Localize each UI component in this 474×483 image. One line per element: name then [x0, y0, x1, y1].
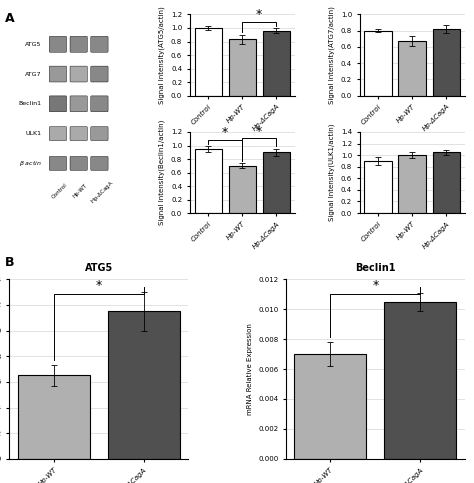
Title: Beclin1: Beclin1 — [355, 263, 395, 273]
FancyBboxPatch shape — [91, 96, 108, 112]
Y-axis label: mRNA Relative Expression: mRNA Relative Expression — [246, 323, 253, 415]
FancyBboxPatch shape — [70, 36, 87, 52]
Text: Hp-$\Delta$CagA: Hp-$\Delta$CagA — [89, 179, 116, 206]
FancyBboxPatch shape — [91, 66, 108, 82]
Bar — [195, 28, 222, 96]
FancyBboxPatch shape — [70, 96, 87, 112]
Bar — [399, 155, 426, 213]
Bar — [399, 41, 426, 96]
Text: B: B — [5, 256, 14, 269]
Text: *: * — [256, 8, 263, 21]
Bar — [294, 354, 366, 459]
Bar — [18, 375, 90, 459]
Text: *: * — [96, 279, 102, 292]
Text: ULK1: ULK1 — [26, 131, 42, 136]
FancyBboxPatch shape — [91, 156, 108, 170]
Bar — [263, 152, 290, 213]
Bar — [384, 302, 456, 459]
FancyBboxPatch shape — [91, 36, 108, 52]
Title: ATG5: ATG5 — [84, 263, 113, 273]
Text: *: * — [222, 126, 228, 139]
FancyBboxPatch shape — [49, 66, 66, 82]
Text: $\beta$ actin: $\beta$ actin — [19, 159, 42, 168]
Bar — [228, 40, 256, 96]
Y-axis label: Signal Intensity(ATG5/actin): Signal Intensity(ATG5/actin) — [159, 6, 165, 104]
Bar — [365, 161, 392, 213]
FancyBboxPatch shape — [49, 36, 66, 52]
Text: *: * — [372, 279, 378, 292]
Bar — [432, 29, 460, 96]
FancyBboxPatch shape — [70, 156, 87, 170]
Y-axis label: Signal Intensity(ULK1/actin): Signal Intensity(ULK1/actin) — [329, 124, 335, 221]
Bar — [195, 149, 222, 213]
Text: Beclin1: Beclin1 — [19, 101, 42, 106]
Text: ATG7: ATG7 — [25, 71, 42, 76]
Text: ATG5: ATG5 — [26, 42, 42, 47]
Y-axis label: Signal Intensity(ATG7/actin): Signal Intensity(ATG7/actin) — [329, 6, 335, 104]
Text: Hp-WT: Hp-WT — [72, 183, 89, 199]
FancyBboxPatch shape — [70, 66, 87, 82]
Bar — [263, 31, 290, 96]
FancyBboxPatch shape — [49, 156, 66, 170]
FancyBboxPatch shape — [49, 96, 66, 112]
Y-axis label: Signal Intensity(Beclin1/actin): Signal Intensity(Beclin1/actin) — [159, 120, 165, 225]
Bar — [365, 31, 392, 96]
Bar — [432, 152, 460, 213]
Text: Control: Control — [51, 182, 68, 200]
Text: A: A — [5, 12, 14, 25]
Bar — [108, 311, 180, 459]
Bar — [228, 166, 256, 213]
FancyBboxPatch shape — [91, 127, 108, 141]
Text: *: * — [256, 125, 263, 138]
FancyBboxPatch shape — [70, 127, 87, 141]
FancyBboxPatch shape — [49, 127, 66, 141]
